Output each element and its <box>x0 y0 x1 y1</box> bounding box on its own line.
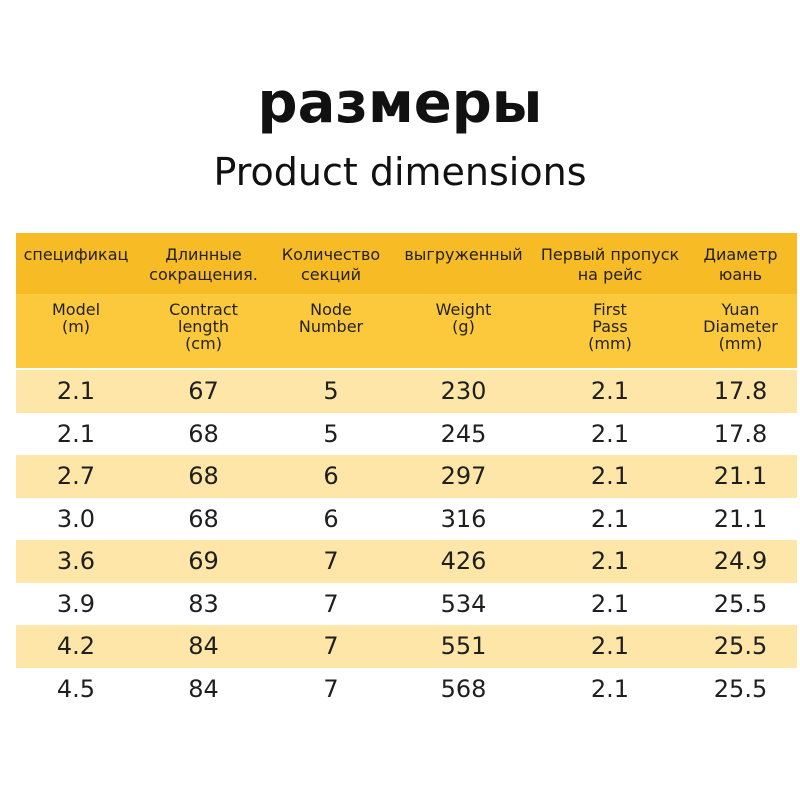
table-row: 3.9 83 7 534 2.1 25.5 <box>16 582 797 625</box>
table-cell: 6 <box>323 504 339 533</box>
header-row-english: Model (m) Contract length (cm) Node Number W… <box>16 294 797 368</box>
table-cell: 568 <box>440 674 487 703</box>
header-ru-cell: спецификац <box>23 245 129 264</box>
page-title: размеры <box>257 71 543 136</box>
table-row: 3.6 69 7 426 2.1 24.9 <box>16 540 797 583</box>
table-row: 4.2 84 7 551 2.1 25.5 <box>16 625 797 668</box>
table-row: 4.5 84 7 568 2.1 25.5 <box>16 667 797 710</box>
table-cell: 3.9 <box>56 589 96 618</box>
table-cell: 68 <box>188 462 219 491</box>
table-row: 2.1 68 5 245 2.1 17.8 <box>16 412 797 455</box>
header-ru-cell: выгруженный <box>404 245 523 264</box>
header-ru-cell: Количество секций <box>281 245 381 284</box>
header-en-cell: Weight (g) <box>435 300 492 336</box>
table-cell: 7 <box>323 674 339 703</box>
header-ru-cell: Длинные сокращения. <box>149 245 258 284</box>
table-cell: 4.2 <box>56 632 96 661</box>
table-cell: 3.6 <box>56 547 96 576</box>
table-row: 2.7 68 6 297 2.1 21.1 <box>16 455 797 498</box>
table-row: 2.1 67 5 230 2.1 17.8 <box>16 370 797 413</box>
table-cell: 2.7 <box>56 462 96 491</box>
table-cell: 2.1 <box>590 504 630 533</box>
table-row: 3.0 68 6 316 2.1 21.1 <box>16 497 797 540</box>
dimensions-table: спецификац Длинные сокращения. Количество… <box>16 233 797 710</box>
table-cell: 7 <box>323 632 339 661</box>
table-cell: 25.5 <box>713 674 768 703</box>
table-cell: 4.5 <box>56 674 96 703</box>
table-cell: 2.1 <box>590 547 630 576</box>
header-en-cell: Yuan Diameter (mm) <box>703 300 778 353</box>
table-cell: 69 <box>188 547 219 576</box>
table-cell: 2.1 <box>590 589 630 618</box>
table-cell: 2.1 <box>590 674 630 703</box>
table-cell: 230 <box>440 377 487 406</box>
table-cell: 2.1 <box>590 377 630 406</box>
table-cell: 2.1 <box>590 632 630 661</box>
header-ru-cell: Первый пропуск на рейс <box>540 245 680 284</box>
table-cell: 551 <box>440 632 487 661</box>
page-subtitle: Product dimensions <box>213 150 587 194</box>
table-cell: 84 <box>188 632 219 661</box>
table-cell: 245 <box>440 419 487 448</box>
table-cell: 426 <box>440 547 487 576</box>
table-cell: 67 <box>188 377 219 406</box>
table-cell: 7 <box>323 589 339 618</box>
table-cell: 2.1 <box>590 462 630 491</box>
table-cell: 21.1 <box>713 504 768 533</box>
table-cell: 2.1 <box>590 419 630 448</box>
table-cell: 7 <box>323 547 339 576</box>
table-cell: 2.1 <box>56 377 96 406</box>
header-row-russian: спецификац Длинные сокращения. Количество… <box>16 233 797 294</box>
table-cell: 17.8 <box>713 419 768 448</box>
table-cell: 83 <box>188 589 219 618</box>
table-cell: 17.8 <box>713 377 768 406</box>
table-cell: 24.9 <box>713 547 768 576</box>
table-cell: 534 <box>440 589 487 618</box>
table-cell: 25.5 <box>713 589 768 618</box>
table-body: 2.1 67 5 230 2.1 17.8 2.1 68 5 245 2.1 17.8 2.7 68 6 29… <box>16 370 797 710</box>
header-en-cell: First Pass (mm) <box>588 300 632 353</box>
table-cell: 25.5 <box>713 632 768 661</box>
header-en-cell: Node Number <box>298 300 364 336</box>
table-cell: 3.0 <box>56 504 96 533</box>
table-cell: 84 <box>188 674 219 703</box>
table-cell: 2.1 <box>56 419 96 448</box>
table-cell: 6 <box>323 462 339 491</box>
table-cell: 297 <box>440 462 487 491</box>
table-cell: 68 <box>188 504 219 533</box>
table-cell: 316 <box>440 504 487 533</box>
table-cell: 21.1 <box>713 462 768 491</box>
table-cell: 5 <box>323 419 339 448</box>
header-en-cell: Contract length (cm) <box>169 300 238 353</box>
header-ru-cell: Диаметр юань <box>703 245 778 284</box>
table-cell: 68 <box>188 419 219 448</box>
table-cell: 5 <box>323 377 339 406</box>
header-en-cell: Model (m) <box>51 300 101 336</box>
